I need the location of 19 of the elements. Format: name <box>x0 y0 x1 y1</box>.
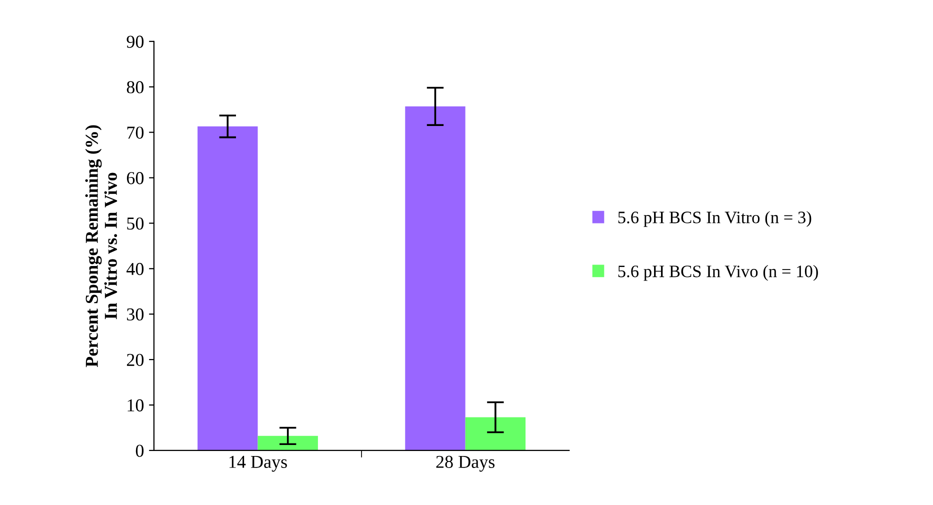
legend-label: 5.6 pH BCS In Vivo (n = 10) <box>618 265 818 281</box>
x-tick-label: 28 Days <box>436 456 495 472</box>
y-tick-label: 40 <box>126 262 144 276</box>
y-tick-label: 60 <box>126 172 144 184</box>
y-tick-label: 20 <box>126 354 144 366</box>
bar <box>465 417 526 450</box>
legend-label: 5.6 pH BCS In Vitro (n = 3) <box>618 211 812 227</box>
y-tick-label: 30 <box>127 308 144 321</box>
x-tick-label: 14 Days <box>229 456 287 472</box>
y-tick-label: 50 <box>127 217 144 230</box>
y-tick-label: 70 <box>127 126 144 139</box>
y-tick-label: 0 <box>136 444 144 457</box>
bar <box>258 436 318 450</box>
y-tick-label: 90 <box>126 36 144 48</box>
y-tick-label: 80 <box>126 81 144 94</box>
y-axis-title: Percent Sponge Remaining (%) In Vitro vs. In Vivo <box>85 125 118 368</box>
bar <box>198 126 258 450</box>
bar <box>405 106 466 450</box>
y-tick-label: 10 <box>128 399 144 412</box>
